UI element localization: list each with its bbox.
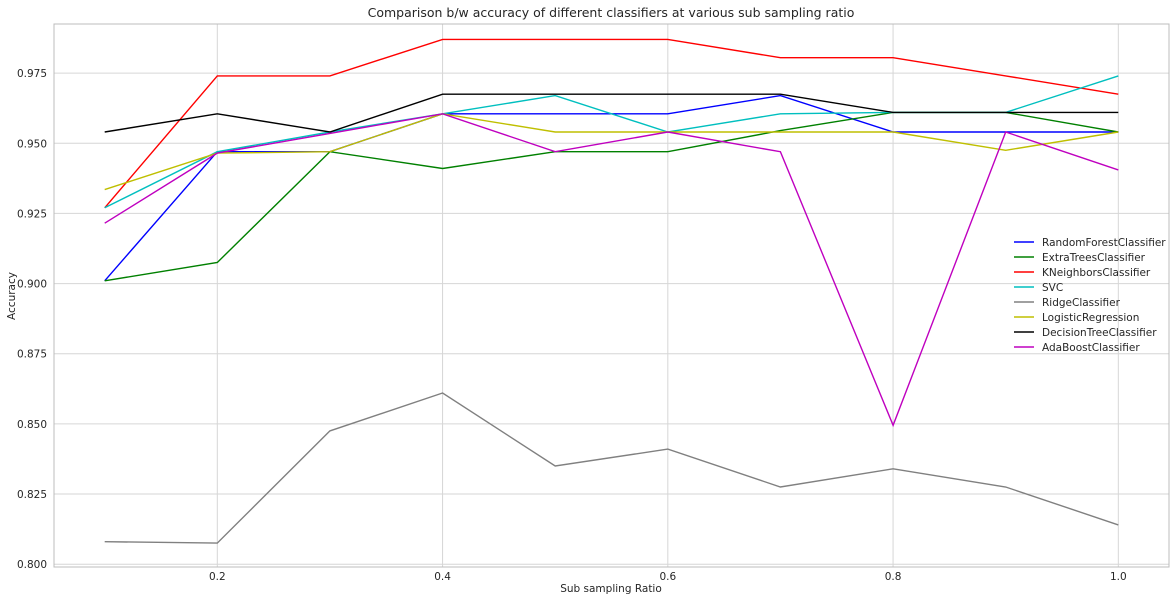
y-tick-label: 0.825 <box>17 489 47 501</box>
x-tick-label: 0.6 <box>659 571 676 583</box>
legend-label: AdaBoostClassifier <box>1042 342 1140 354</box>
y-tick-label: 0.975 <box>17 68 47 80</box>
x-tick-label: 0.8 <box>885 571 902 583</box>
y-axis-label: Accuracy <box>6 272 18 320</box>
series-line-decisiontreeclassifier <box>104 93 1119 133</box>
legend-label: DecisionTreeClassifier <box>1042 327 1157 339</box>
x-axis-label: Sub sampling Ratio <box>560 583 662 595</box>
x-tick-label: 0.4 <box>434 571 451 583</box>
legend-label: RandomForestClassifier <box>1042 237 1166 249</box>
y-tick-label: 0.900 <box>17 279 47 291</box>
legend-label: RidgeClassifier <box>1042 297 1121 309</box>
y-tick-label: 0.800 <box>17 559 47 571</box>
series-line-ridgeclassifier <box>104 392 1119 544</box>
grid <box>54 24 1169 567</box>
legend: RandomForestClassifier ExtraTreesClassifi… <box>1014 237 1166 354</box>
legend-label: ExtraTreesClassifier <box>1042 252 1146 264</box>
chart-title: Comparison b/w accuracy of different cla… <box>368 5 855 20</box>
series-line-kneighborsclassifier <box>104 38 1119 209</box>
x-tick-label: 0.2 <box>209 571 226 583</box>
legend-label: SVC <box>1042 282 1063 294</box>
legend-label: LogisticRegression <box>1042 312 1139 324</box>
series-line-adaboostclassifier <box>104 113 1119 428</box>
x-tick-label: 1.0 <box>1110 571 1127 583</box>
x-axis-ticks: 0.2 0.4 0.6 0.8 1.0 <box>209 571 1127 583</box>
series-line-logisticregression <box>104 113 1119 191</box>
y-tick-label: 0.950 <box>17 138 47 150</box>
y-axis-ticks: 0.800 0.825 0.850 0.875 0.900 0.925 0.950 0.975 <box>17 68 47 571</box>
series-group <box>104 38 1119 544</box>
legend-label: KNeighborsClassifier <box>1042 267 1151 279</box>
y-tick-label: 0.925 <box>17 208 47 220</box>
plot-frame <box>53 23 1170 568</box>
y-tick-label: 0.850 <box>17 419 47 431</box>
y-tick-label: 0.875 <box>17 349 47 361</box>
